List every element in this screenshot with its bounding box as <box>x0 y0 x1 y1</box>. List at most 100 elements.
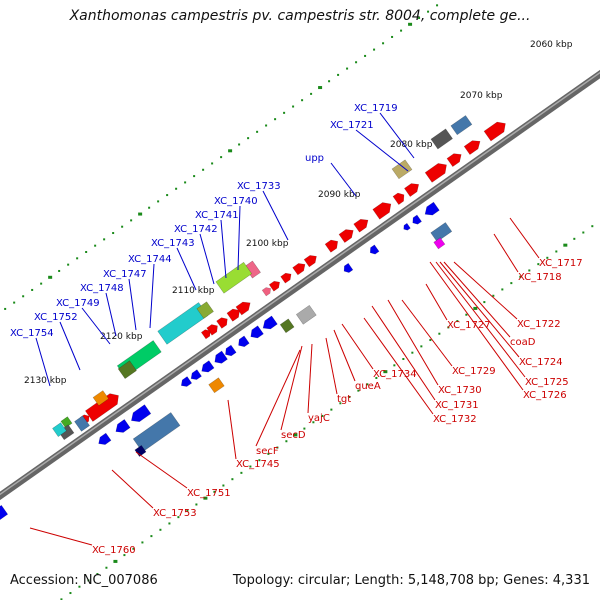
gene-label-forward[interactable]: XC_1743 <box>151 238 195 249</box>
gene-label-forward[interactable]: XC_1744 <box>128 254 172 265</box>
topology-text: Topology: circular; Length: 5,148,708 bp… <box>232 573 590 588</box>
gene-arrow[interactable] <box>261 286 273 297</box>
gene-arrow[interactable] <box>96 432 112 447</box>
gene-label-forward[interactable]: upp <box>305 153 324 164</box>
minor-tick <box>501 288 504 291</box>
gene-label-reverse[interactable]: XC_1724 <box>519 357 563 368</box>
gene-label-reverse[interactable]: XC_1717 <box>539 258 583 269</box>
gene-arrow[interactable] <box>200 328 212 340</box>
gene-arrow[interactable] <box>324 237 341 253</box>
gene-label-forward[interactable]: XC_1748 <box>80 283 124 294</box>
gene-label-reverse[interactable]: XC_1751 <box>187 488 231 499</box>
gene-arrow[interactable] <box>392 191 407 205</box>
feature-box[interactable] <box>196 301 214 319</box>
gene-label-forward[interactable]: XC_1733 <box>237 181 281 192</box>
accession-text: Accession: NC_007086 <box>10 573 158 588</box>
gene-arrow[interactable] <box>235 299 253 316</box>
gene-label-reverse[interactable]: XC_1726 <box>523 390 567 401</box>
gene-arrow[interactable] <box>422 201 440 218</box>
feature-box[interactable] <box>92 390 109 406</box>
gene-arrow[interactable] <box>0 504 9 524</box>
gene-label-forward[interactable]: XC_1754 <box>10 328 54 339</box>
gene-arrow[interactable] <box>446 150 464 168</box>
feature-box[interactable] <box>430 128 453 150</box>
minor-tick <box>130 219 133 222</box>
gene-arrow[interactable] <box>223 344 237 358</box>
label-leader <box>307 343 313 414</box>
gene-label-reverse[interactable]: XC_1731 <box>435 400 479 411</box>
feature-box[interactable] <box>430 222 453 243</box>
feature-box[interactable] <box>208 377 225 394</box>
gene-arrow[interactable] <box>206 322 220 336</box>
gene-label-forward[interactable]: XC_1747 <box>103 269 147 280</box>
gene-label-reverse[interactable]: XC_1734 <box>373 369 417 380</box>
gene-arrow[interactable] <box>216 315 230 329</box>
gene-label-reverse[interactable]: XC_1745 <box>236 459 280 470</box>
gene-arrow[interactable] <box>410 214 422 226</box>
gene-label-forward[interactable]: XC_1749 <box>56 298 100 309</box>
gene-arrow[interactable] <box>292 261 308 276</box>
gene-label-forward[interactable]: XC_1742 <box>174 224 218 235</box>
gene-label-forward[interactable]: XC_1741 <box>195 210 239 221</box>
feature-box[interactable] <box>433 237 446 250</box>
label-leader <box>105 292 117 337</box>
gene-arrow[interactable] <box>260 315 278 332</box>
gene-arrow[interactable] <box>199 360 215 375</box>
gene-arrow[interactable] <box>483 119 509 142</box>
gene-arrow[interactable] <box>372 199 395 220</box>
gene-arrow[interactable] <box>342 262 354 274</box>
gene-arrow[interactable] <box>338 226 356 243</box>
feature-box[interactable] <box>295 304 317 325</box>
gene-arrow[interactable] <box>303 253 319 268</box>
gene-arrow[interactable] <box>424 160 450 183</box>
gene-label-reverse[interactable]: XC_1732 <box>433 414 477 425</box>
gene-label-reverse[interactable]: XC_1760 <box>92 545 136 556</box>
gene-arrow[interactable] <box>463 137 483 155</box>
feature-box[interactable] <box>52 422 67 437</box>
gene-label-forward[interactable]: XC_1719 <box>354 103 398 114</box>
feature-box[interactable] <box>132 412 181 453</box>
gene-label-reverse[interactable]: secF <box>256 446 279 457</box>
gene-label-forward[interactable]: XC_1721 <box>330 120 374 131</box>
feature-box[interactable] <box>117 360 137 379</box>
gene-arrow[interactable] <box>113 419 131 435</box>
gene-arrow[interactable] <box>179 376 193 389</box>
feature-box[interactable] <box>74 415 90 432</box>
gene-label-reverse[interactable]: coaD <box>510 337 536 348</box>
gene-label-reverse[interactable]: XC_1730 <box>438 385 482 396</box>
feature-box[interactable] <box>215 261 253 294</box>
genome-backbone <box>0 69 600 501</box>
gene-arrow[interactable] <box>368 244 380 256</box>
gene-arrow[interactable] <box>404 180 421 197</box>
gene-arrow[interactable] <box>212 350 228 366</box>
gene-label-reverse[interactable]: XC_1722 <box>517 319 561 330</box>
gene-arrow[interactable] <box>128 404 152 426</box>
gene-label-reverse[interactable]: secD <box>281 430 306 441</box>
gene-arrow[interactable] <box>268 279 282 292</box>
gene-label-reverse[interactable]: XC_1718 <box>518 272 562 283</box>
gene-arrow[interactable] <box>189 369 202 382</box>
gene-label-reverse[interactable]: queA <box>355 381 381 392</box>
gene-arrow[interactable] <box>248 325 264 341</box>
gene-label-reverse[interactable]: XC_1729 <box>452 366 496 377</box>
feature-box[interactable] <box>450 115 473 136</box>
feature-box[interactable] <box>391 159 413 180</box>
gene-label-forward[interactable]: XC_1740 <box>214 196 258 207</box>
feature-box[interactable] <box>279 318 295 334</box>
gene-arrow[interactable] <box>402 222 411 231</box>
minor-tick <box>274 118 277 121</box>
minor-tick <box>382 42 385 45</box>
gene-arrow[interactable] <box>353 216 371 233</box>
gene-label-forward[interactable]: XC_1752 <box>34 312 78 323</box>
gene-label-reverse[interactable]: XC_1753 <box>153 508 197 519</box>
gene-label-reverse[interactable]: tgt <box>337 394 351 405</box>
gene-arrow[interactable] <box>226 306 243 322</box>
minor-tick <box>87 579 90 582</box>
gene-arrow[interactable] <box>236 335 250 349</box>
gene-label-reverse[interactable]: yajC <box>308 413 330 424</box>
gene-arrow[interactable] <box>280 271 294 284</box>
gene-label-reverse[interactable]: XC_1725 <box>525 377 569 388</box>
minor-tick <box>402 358 405 361</box>
gene-label-reverse[interactable]: XC_1727 <box>447 320 491 331</box>
